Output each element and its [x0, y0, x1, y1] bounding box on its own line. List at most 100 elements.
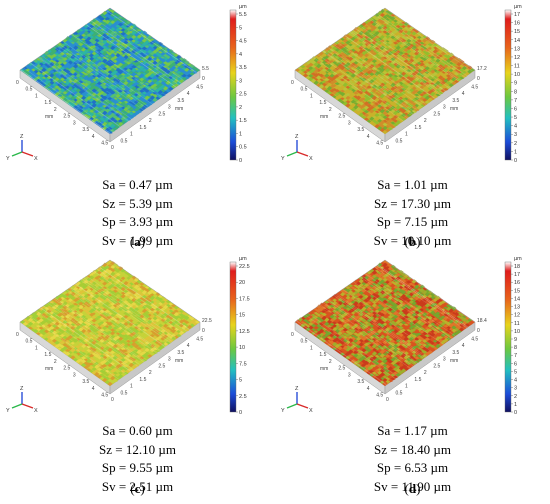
surface-texture: [20, 8, 200, 134]
box-back-edge: [19, 7, 201, 71]
sa-value: Sa = 0.60 µm: [102, 423, 173, 438]
axis-tick-left: 1.5: [44, 100, 51, 106]
colorbar-tick-label: 10: [514, 72, 520, 78]
box-side-right: [384, 321, 476, 395]
sa-value: Sa = 0.47 µm: [102, 177, 173, 192]
axis-tick-left: 1.5: [319, 352, 326, 358]
sp-value: Sp = 6.53 µm: [376, 460, 449, 475]
triad-y-label: Y: [6, 408, 10, 414]
colorbar-tick-label: 5: [514, 369, 517, 375]
axis-tick-right: 3.5: [177, 98, 184, 104]
axis-tick-right: 0.5: [395, 138, 402, 144]
colorbar-tick-label: 16: [514, 21, 520, 27]
axis-tick-right: 4: [462, 343, 465, 349]
axis-tick-left: 1: [35, 345, 38, 351]
axis-unit-left: mm: [45, 366, 53, 372]
axis-tick-right: 0: [386, 145, 389, 151]
axis-tick-left: 0.5: [300, 339, 307, 345]
colorbar-tick-label: 4: [514, 124, 517, 130]
axis-tick-right: 3: [443, 357, 446, 363]
axis-tick-right: 3: [443, 105, 446, 111]
axis-tick-left: 4: [367, 134, 370, 140]
axis-tick-right: 2: [149, 370, 152, 376]
colorbar-tick-label: 9: [514, 81, 517, 87]
axis-tick-left: 4.5: [376, 141, 383, 147]
colorbar-tick-label: 18: [514, 264, 520, 270]
axis-tick-left: 2.5: [338, 114, 345, 120]
axis-tick-right: 2: [424, 118, 427, 124]
axis-tick-right: 4.5: [471, 336, 478, 342]
triad-x-label: X: [309, 408, 313, 414]
sv-value: Sv = 11.90 µm: [373, 478, 452, 494]
axis-tick-right: 1.5: [139, 125, 146, 131]
panel-label-a: (a): [129, 234, 146, 249]
triad-y-label: Y: [281, 408, 285, 414]
axis-tick-left: 3: [348, 120, 351, 126]
axis-tick-right: 0: [111, 397, 114, 403]
axis-tick-right: 2.5: [433, 363, 440, 369]
colorbar-tick-label: 2.5: [239, 394, 247, 400]
axis-tick-right: 1: [130, 384, 133, 390]
colorbar-tick-label: 16: [514, 280, 520, 286]
axis-unit-right: mm: [450, 106, 458, 112]
colorbar-tick-label: 12.5: [239, 329, 250, 335]
panel-label-b: (b): [404, 234, 421, 249]
axis-tick-left: 2: [54, 359, 57, 365]
axis-tick-right: 4.5: [471, 84, 478, 90]
axis-tick-left: 1: [310, 345, 313, 351]
colorbar-tick-label: 7: [514, 353, 517, 359]
axis-tick-left: 3: [73, 120, 76, 126]
sz-value: Sz = 17.30 µm: [374, 195, 451, 211]
axis-tick-right: 1: [130, 132, 133, 138]
panel-a: 0 0 0.5 0.5 1 1 1.5 1.5 2 2 2.5 2.5 3 3 3.5 3.5 4 4 4.5 4.5…: [0, 0, 275, 252]
colorbar-tick-label: 0: [514, 158, 517, 164]
axis-tick-right: 0.5: [120, 138, 127, 144]
stats-d: Sa = 1.17 µm Sz = 18.40 µm Sp = 6.53 µm …: [275, 422, 550, 496]
sz-value: Sz = 18.40 µm: [374, 441, 451, 457]
colorbar-tick-label: 12: [514, 313, 520, 319]
axis-tick-left: 1: [35, 93, 38, 99]
axis-tick-left: 2.5: [338, 366, 345, 372]
axis-tick-left: 0.5: [300, 87, 307, 93]
colorbar: [504, 261, 512, 413]
triad-x-axis: [21, 403, 34, 409]
axis-tick-right: 2: [424, 370, 427, 376]
axis-tick-right: 1.5: [414, 125, 421, 131]
colorbar-tick-label: 9: [514, 337, 517, 343]
colorbar-tick-label: 0: [514, 410, 517, 416]
axis-tick-right: 0.5: [395, 390, 402, 396]
colorbar-tick-label: 11: [514, 64, 520, 70]
colorbar-tick-label: 4: [514, 378, 517, 384]
sv-value: Sv = 2.51 µm: [101, 478, 174, 494]
corner-zero: 0: [477, 328, 480, 334]
axis-tick-right: 4: [187, 343, 190, 349]
colorbar-tick-label: 6: [514, 106, 517, 112]
panel-d: 0 0 0.5 0.5 1 1 1.5 1.5 2 2 2.5 2.5 3 3 3.5 3.5 4 4 4.5 4.5…: [275, 252, 550, 504]
axis-tick-right: 1.5: [139, 377, 146, 383]
corner-value: 18.4: [477, 318, 487, 324]
stats-a: Sa = 0.47 µm Sz = 5.39 µm Sp = 3.93 µm S…: [0, 176, 275, 250]
triad-x-label: X: [309, 156, 313, 162]
colorbar-tick-label: 13: [514, 305, 520, 311]
sp-value: Sp = 3.93 µm: [101, 214, 174, 229]
colorbar-tick-label: 5.5: [239, 12, 247, 18]
axis-tick-right: 0.5: [120, 390, 127, 396]
colorbar-tick-label: 1.5: [239, 118, 247, 124]
axis-tick-left: 0: [16, 80, 19, 86]
axis-unit-left: mm: [45, 114, 53, 120]
axis-tick-left: 4.5: [101, 141, 108, 147]
axis-tick-right: 3: [168, 105, 171, 111]
triad-y-axis: [286, 403, 298, 409]
triad-y-axis: [11, 403, 23, 409]
colorbar-tick-label: 4: [239, 52, 242, 58]
colorbar: [229, 261, 237, 413]
axis-tick-right: 2.5: [158, 363, 165, 369]
axis-tick-left: 3: [73, 372, 76, 378]
axis-tick-left: 4.5: [101, 393, 108, 399]
corner-value: 5.5: [202, 66, 209, 72]
colorbar-tick-label: 8: [514, 345, 517, 351]
axis-tick-left: 0: [291, 332, 294, 338]
sv-value: Sv = 1.99 µm: [101, 232, 174, 248]
